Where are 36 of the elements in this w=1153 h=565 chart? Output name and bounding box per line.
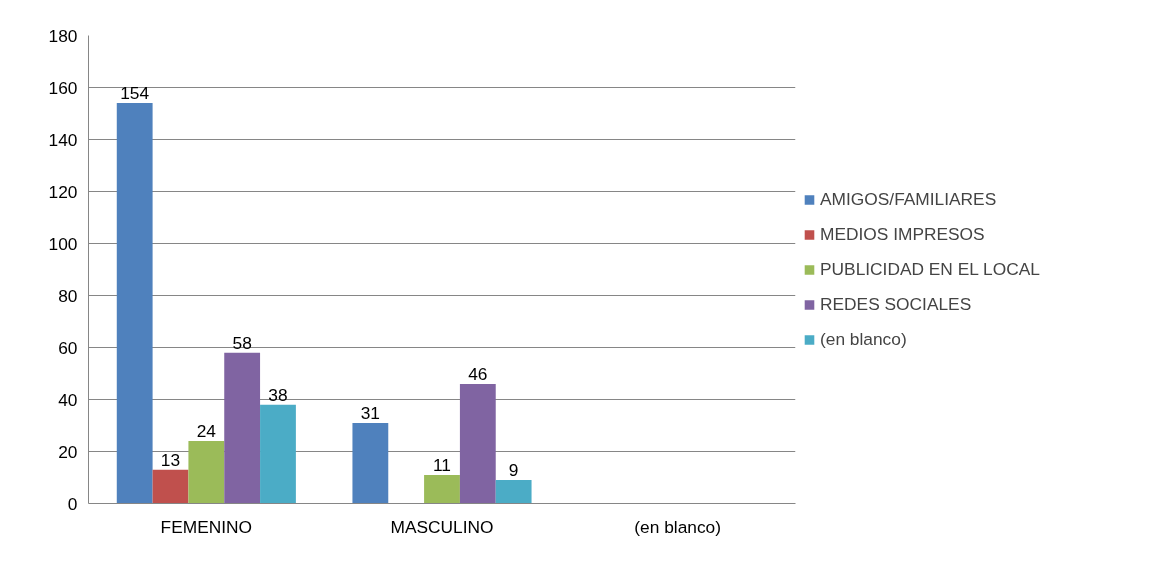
data-label: 31 <box>360 402 380 423</box>
legend-label: REDES SOCIALES <box>820 293 972 315</box>
data-label: 46 <box>468 363 488 384</box>
y-tick-label: 0 <box>67 493 78 514</box>
bar <box>424 474 460 504</box>
legend-label: (en blanco) <box>820 328 907 350</box>
bar <box>459 383 496 504</box>
bar <box>260 404 296 504</box>
legend-label: AMIGOS/FAMILIARES <box>820 188 997 210</box>
x-tick-label: FEMENINO <box>160 516 253 537</box>
bar <box>188 441 225 504</box>
y-tick-label: 180 <box>48 25 78 46</box>
data-label: 38 <box>268 384 288 405</box>
bar <box>116 103 153 504</box>
y-tick-label: 140 <box>48 129 78 150</box>
data-label: 11 <box>433 454 452 475</box>
data-label: 154 <box>120 83 150 104</box>
data-label: 13 <box>160 449 181 470</box>
y-tick-label: 80 <box>58 285 78 306</box>
bar <box>224 352 261 504</box>
data-label: 24 <box>196 421 217 442</box>
x-tick-label: (en blanco) <box>634 516 722 537</box>
bar <box>352 422 389 504</box>
data-label: 58 <box>232 332 252 353</box>
y-tick-label: 60 <box>58 337 78 358</box>
y-tick-label: 160 <box>48 77 78 98</box>
bar <box>152 469 189 504</box>
y-tick-label: 100 <box>48 233 78 254</box>
y-tick-label: 40 <box>58 389 78 410</box>
y-tick-label: 20 <box>58 441 78 462</box>
legend-label: MEDIOS IMPRESOS <box>820 223 985 245</box>
legend-label: PUBLICIDAD EN EL LOCAL <box>820 258 1040 280</box>
bar <box>495 480 532 504</box>
y-tick-label: 120 <box>48 181 78 202</box>
x-tick-label: MASCULINO <box>390 516 494 537</box>
data-label: 9 <box>508 460 519 481</box>
